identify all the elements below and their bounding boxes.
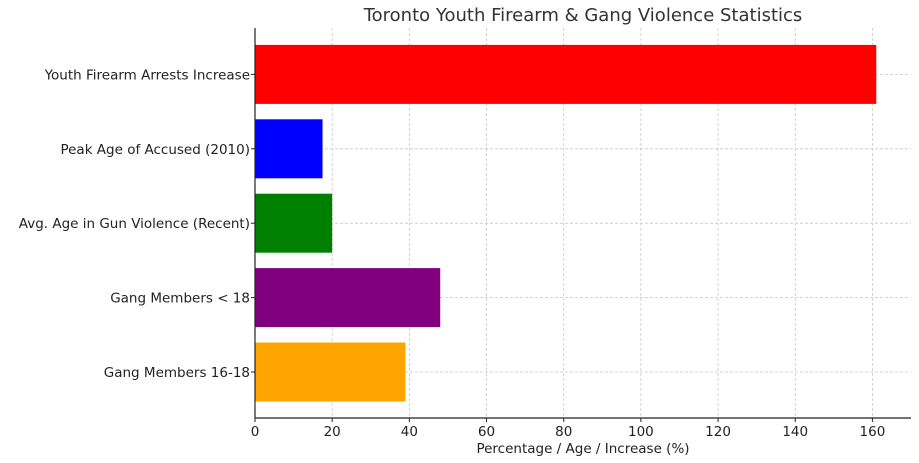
x-tick-label: 140	[782, 424, 808, 440]
x-tick-label: 80	[555, 424, 572, 440]
x-tick-label: 0	[251, 424, 260, 440]
y-tick-label: Avg. Age in Gun Violence (Recent)	[19, 216, 250, 232]
y-tick-label: Peak Age of Accused (2010)	[60, 142, 250, 158]
y-ticks: Gang Members 16-18 Gang Members < 18 Avg. …	[19, 67, 255, 381]
bar	[255, 119, 323, 179]
y-tick-label: Youth Firearm Arrests Increase	[44, 67, 250, 83]
bar	[255, 44, 877, 104]
x-axis-label: Percentage / Age / Increase (%)	[476, 441, 689, 457]
y-tick-label: Gang Members < 18	[110, 291, 250, 307]
x-tick-label: 40	[401, 424, 418, 440]
bars	[255, 44, 877, 402]
bar	[255, 193, 333, 253]
bar	[255, 268, 441, 328]
x-tick-label: 160	[860, 424, 886, 440]
bar	[255, 342, 406, 402]
y-tick-label: Gang Members 16-18	[104, 365, 250, 381]
x-tick-label: 100	[628, 424, 654, 440]
x-ticks: 0 20 40 60 80 100 120 140 160	[251, 418, 886, 440]
x-tick-label: 120	[705, 424, 731, 440]
x-tick-label: 60	[478, 424, 495, 440]
chart-title: Toronto Youth Firearm & Gang Violence St…	[363, 5, 803, 26]
x-tick-label: 20	[324, 424, 341, 440]
